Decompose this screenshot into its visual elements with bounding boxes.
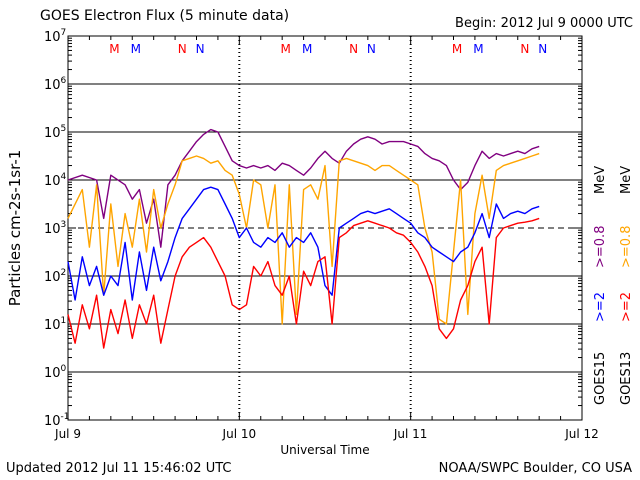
satellite-marker: N [178, 42, 187, 56]
legend-entry: MeV [593, 166, 608, 194]
y-tick-label: 102 [44, 268, 66, 285]
satellite-marker: N [520, 42, 529, 56]
legend: GOES15 >=2 >=0.8 MeV GOES13 >=2 >=0.8 MeV [593, 166, 634, 405]
y-tick-label: 100 [44, 364, 67, 381]
satellite-marker: N [538, 42, 547, 56]
y-tick-label: 103 [44, 220, 66, 237]
updated-timestamp: Updated 2012 Jul 11 15:46:02 UTC [6, 461, 232, 476]
x-axis-label: Universal Time [280, 443, 369, 457]
day-boundary-ticks [238, 36, 412, 420]
legend-entry: GOES15 [593, 352, 608, 405]
legend-entry: GOES13 [619, 352, 634, 405]
satellite-marker: M [281, 42, 291, 56]
series-line [67, 217, 540, 349]
legend-entry: >=2 [619, 292, 634, 322]
satellite-marker: M [473, 42, 483, 56]
legend-entry: MeV [619, 166, 634, 194]
y-tick-label: 105 [44, 124, 66, 141]
satellite-marker: N [367, 42, 376, 56]
grid-lines [68, 83, 582, 373]
x-tick-label: Jul 11 [393, 427, 428, 441]
y-tick-label: 106 [44, 76, 67, 93]
satellite-marker: N [196, 42, 205, 56]
legend-entry: >=0.8 [593, 226, 608, 268]
satellite-marker: M [302, 42, 312, 56]
chart-title: GOES Electron Flux (5 minute data) [40, 8, 290, 24]
satellite-marker: M [452, 42, 462, 56]
series-line [67, 128, 540, 248]
y-axis-label: Particles cm-2s-1sr-1 [6, 150, 24, 307]
x-tick-label: Jul 10 [222, 427, 257, 441]
y-tick-label: 104 [44, 172, 67, 189]
series-line [67, 152, 540, 325]
series-lines [67, 128, 540, 349]
x-axis-ticks: Jul 9 Jul 10 Jul 11 Jul 12 [54, 36, 599, 441]
series-line [67, 186, 540, 301]
satellite-marker: N [349, 42, 358, 56]
legend-entry: >=0.8 [619, 226, 634, 268]
y-tick-label: 101 [44, 316, 66, 333]
x-tick-label: Jul 9 [54, 427, 81, 441]
satellite-marker: M [109, 42, 119, 56]
y-tick-label: 10-1 [44, 412, 70, 429]
satellite-marker: M [131, 42, 141, 56]
credit-line: NOAA/SWPC Boulder, CO USA [438, 461, 632, 476]
begin-time: Begin: 2012 Jul 9 0000 UTC [455, 16, 633, 31]
y-tick-label: 107 [44, 28, 66, 45]
legend-entry: >=2 [593, 292, 608, 322]
y-axis-ticks: 107 106 105 104 103 102 101 100 10-1 [44, 28, 582, 429]
x-tick-label: Jul 12 [564, 427, 599, 441]
